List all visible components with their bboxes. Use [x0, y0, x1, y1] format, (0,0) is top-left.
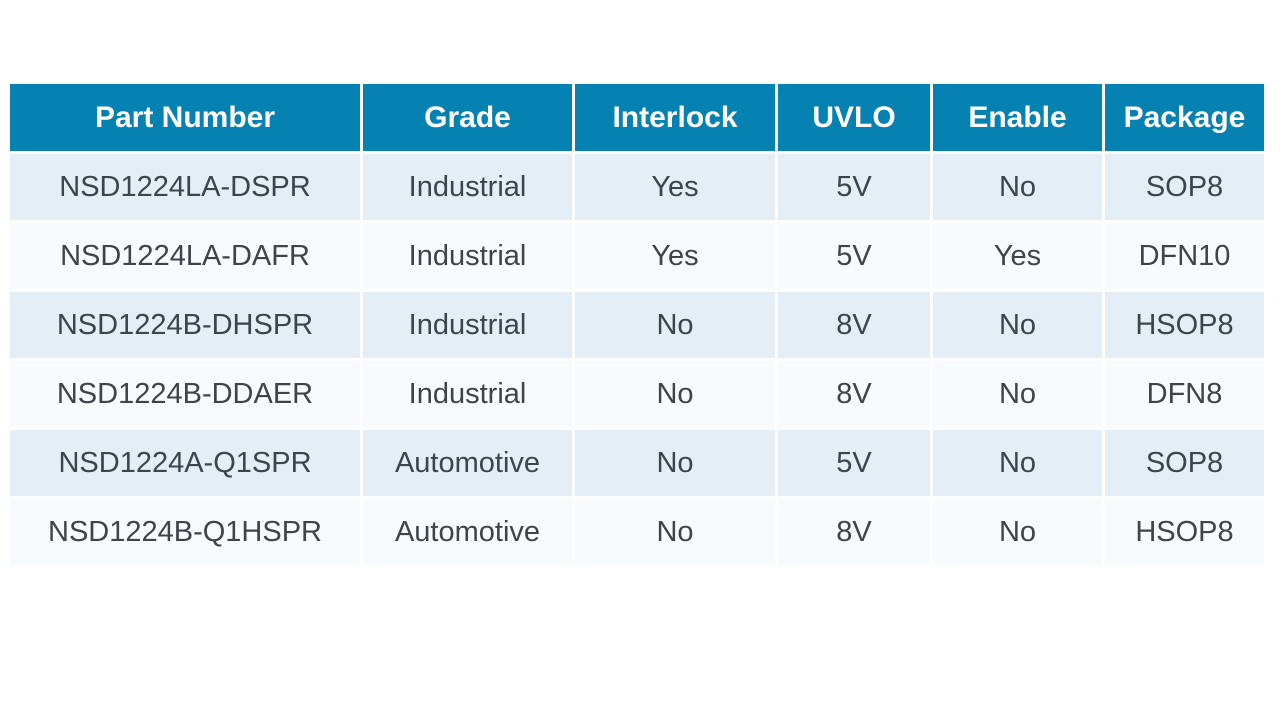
table-cell: 5V — [778, 223, 930, 289]
table-cell: Industrial — [363, 154, 572, 220]
table-cell: No — [575, 292, 775, 358]
table-cell: 8V — [778, 292, 930, 358]
table-cell: 8V — [778, 499, 930, 565]
table-row: NSD1224A-Q1SPR Automotive No 5V No SOP8 — [10, 430, 1264, 496]
table-row: NSD1224LA-DAFR Industrial Yes 5V Yes DFN10 — [10, 223, 1264, 289]
table-cell: HSOP8 — [1105, 499, 1264, 565]
table-cell: 5V — [778, 154, 930, 220]
table-cell: HSOP8 — [1105, 292, 1264, 358]
table-cell: No — [575, 430, 775, 496]
table-cell: NSD1224A-Q1SPR — [10, 430, 360, 496]
table-cell: SOP8 — [1105, 154, 1264, 220]
column-header-package: Package — [1105, 84, 1264, 151]
table-cell: Yes — [933, 223, 1102, 289]
table-cell: 8V — [778, 361, 930, 427]
table-cell: NSD1224B-DDAER — [10, 361, 360, 427]
table-cell: NSD1224B-DHSPR — [10, 292, 360, 358]
table-row: NSD1224B-DDAER Industrial No 8V No DFN8 — [10, 361, 1264, 427]
table-cell: NSD1224LA-DAFR — [10, 223, 360, 289]
table-body: NSD1224LA-DSPR Industrial Yes 5V No SOP8 NSD12… — [10, 154, 1264, 565]
table-cell: No — [933, 361, 1102, 427]
table-cell: No — [933, 430, 1102, 496]
table-cell: No — [933, 292, 1102, 358]
table-cell: No — [933, 499, 1102, 565]
header-row: Part Number Grade Interlock UVLO Enable Packa… — [10, 84, 1264, 151]
table-cell: No — [933, 154, 1102, 220]
column-header-grade: Grade — [363, 84, 572, 151]
column-header-enable: Enable — [933, 84, 1102, 151]
table-cell: DFN8 — [1105, 361, 1264, 427]
table-cell: Automotive — [363, 499, 572, 565]
table-cell: NSD1224B-Q1HSPR — [10, 499, 360, 565]
table-row: NSD1224B-Q1HSPR Automotive No 8V No HSOP8 — [10, 499, 1264, 565]
table-cell: DFN10 — [1105, 223, 1264, 289]
column-header-part-number: Part Number — [10, 84, 360, 151]
table-cell: Industrial — [363, 361, 572, 427]
table-cell: Yes — [575, 223, 775, 289]
table-row: NSD1224LA-DSPR Industrial Yes 5V No SOP8 — [10, 154, 1264, 220]
table-cell: No — [575, 361, 775, 427]
parts-selection-table: Part Number Grade Interlock UVLO Enable Packa… — [7, 81, 1267, 568]
column-header-interlock: Interlock — [575, 84, 775, 151]
table-cell: Industrial — [363, 223, 572, 289]
table-cell: No — [575, 499, 775, 565]
column-header-uvlo: UVLO — [778, 84, 930, 151]
table-cell: 5V — [778, 430, 930, 496]
table-cell: Industrial — [363, 292, 572, 358]
table-cell: NSD1224LA-DSPR — [10, 154, 360, 220]
table-cell: SOP8 — [1105, 430, 1264, 496]
table-row: NSD1224B-DHSPR Industrial No 8V No HSOP8 — [10, 292, 1264, 358]
table-cell: Automotive — [363, 430, 572, 496]
table-cell: Yes — [575, 154, 775, 220]
